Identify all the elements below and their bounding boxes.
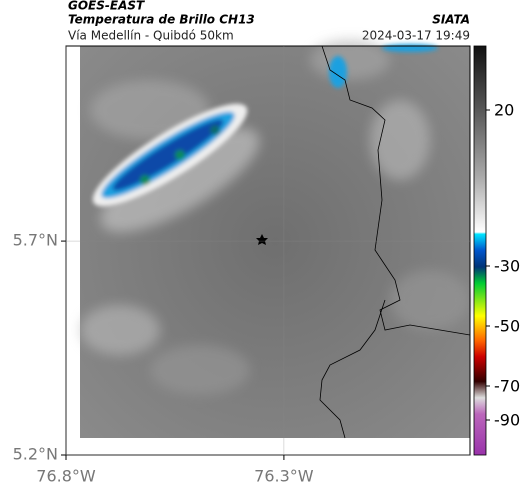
brand: SIATA [432, 13, 470, 27]
colorbar-label: -90 [494, 411, 520, 430]
colorbar-label: -50 [494, 317, 520, 336]
colorbar-label: -70 [494, 377, 520, 396]
lon-label: 76.3°W [254, 467, 314, 486]
timestamp: 2024-03-17 19:49 [362, 29, 470, 43]
lat-label: 5.2°N [13, 445, 58, 464]
satellite-image [80, 40, 471, 439]
colorbar-ticks: 20 -30 -50 -70 -90 [486, 101, 520, 430]
city-marker [256, 234, 268, 245]
lon-label: 76.8°W [36, 467, 96, 486]
source: GOES-EAST [68, 0, 145, 13]
subtitle: Vía Medellín - Quibdó 50km [68, 29, 234, 43]
colorbar-label: -30 [494, 257, 520, 276]
colorbar-label: 20 [494, 101, 514, 120]
lat-label: 5.7°N [13, 231, 58, 250]
title: Temperatura de Brillo CH13 [68, 13, 255, 27]
colorbar [473, 45, 487, 456]
